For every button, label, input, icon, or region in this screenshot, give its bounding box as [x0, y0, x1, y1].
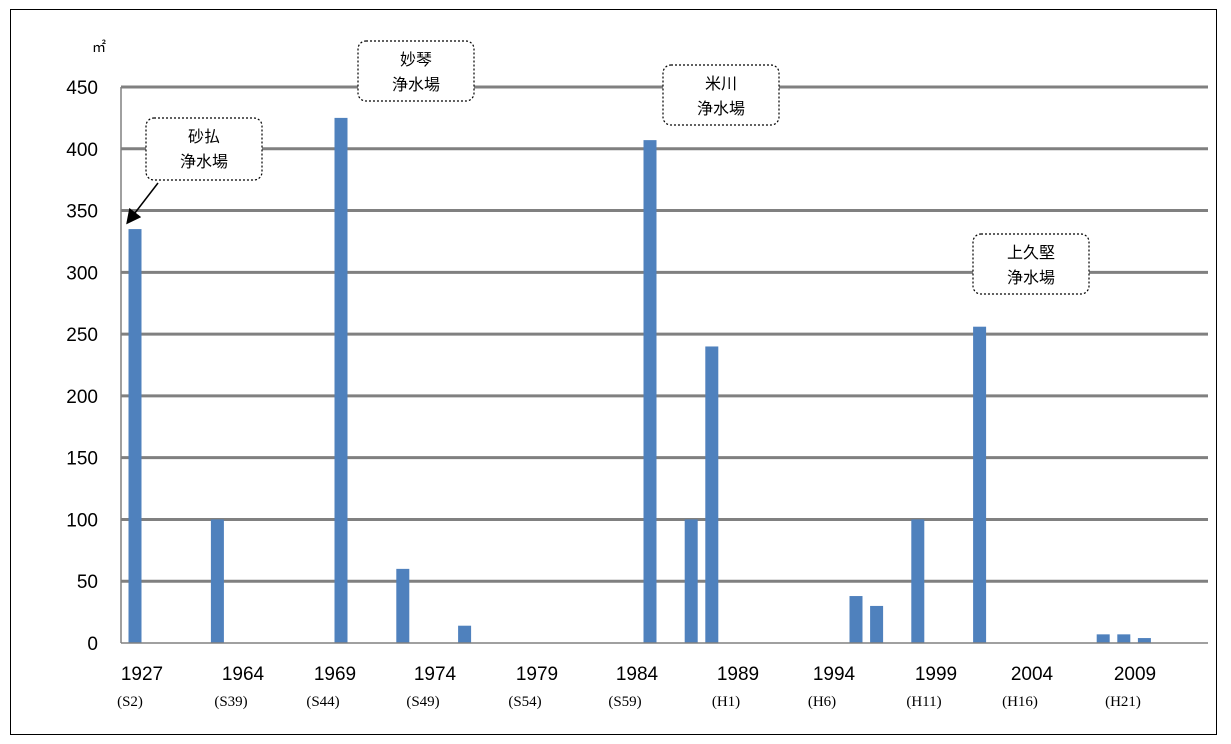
bar: [1117, 634, 1131, 643]
bar: [911, 519, 925, 643]
y-tick-label: 0: [87, 634, 98, 655]
gridlines: [121, 85, 1208, 583]
x-era-label: (H16): [1002, 694, 1038, 710]
y-tick-label: 50: [77, 572, 98, 593]
x-tick-label: 1964: [222, 664, 265, 685]
bar: [210, 519, 224, 643]
y-tick-label: 250: [66, 325, 98, 346]
x-era-label: (H11): [906, 694, 941, 710]
bar: [128, 229, 142, 644]
x-era-label: (S49): [406, 694, 439, 710]
bar: [334, 117, 348, 643]
x-tick-label: 1984: [616, 664, 659, 685]
y-tick-label: 450: [66, 78, 98, 99]
x-era-label: (H21): [1105, 694, 1141, 710]
x-era-label: (H1): [712, 694, 740, 710]
callout-label: 米川: [705, 74, 737, 93]
x-tick-label: 2009: [1114, 664, 1156, 685]
y-tick-label: 100: [66, 510, 98, 531]
bar: [684, 519, 698, 643]
callout-arrow: [126, 182, 159, 225]
bar: [1096, 634, 1110, 643]
bar: [870, 605, 884, 643]
x-tick-label: 1989: [717, 664, 759, 685]
x-era-label: (H6): [808, 694, 836, 710]
bar: [1137, 638, 1151, 643]
y-tick-label: 400: [66, 140, 98, 161]
callout-label: 妙琴: [400, 50, 432, 69]
x-era-label: (S59): [608, 694, 641, 710]
axes: [120, 87, 1208, 644]
bar: [643, 140, 657, 643]
bar: [705, 346, 719, 643]
y-tick-label: 300: [66, 263, 98, 284]
bar: [396, 568, 410, 643]
y-axis-ticks: 0 50 100 150 200 250 300 350 400 450: [66, 78, 98, 655]
callout-label: 浄水場: [392, 75, 440, 94]
bar: [458, 625, 472, 643]
y-tick-label: 200: [66, 387, 98, 408]
x-era-label: (S44): [306, 694, 339, 710]
y-tick-label: 150: [66, 449, 98, 470]
y-tick-label: 350: [66, 202, 98, 223]
callout-label: 浄水場: [1007, 268, 1055, 287]
x-era-label: (S2): [117, 694, 143, 710]
x-tick-label: 1974: [414, 664, 457, 685]
x-axis-labels: 1927 (S2) 1964 (S39) 1969 (S44) 1974 (S49) 1979 (…: [117, 664, 1156, 710]
x-tick-label: 1979: [516, 664, 558, 685]
bar: [973, 326, 987, 643]
bars: [128, 117, 1151, 644]
callout-box: [357, 40, 475, 102]
callout-label: 浄水場: [180, 152, 228, 171]
callout-label: 浄水場: [697, 99, 745, 118]
x-tick-label: 1999: [915, 664, 957, 685]
callout-box: [145, 117, 263, 181]
callout-box: [662, 64, 780, 126]
x-tick-label: 1927: [121, 664, 163, 685]
callout-label: 砂払: [188, 127, 220, 146]
callout-box: [972, 233, 1090, 295]
x-era-label: (S39): [214, 694, 247, 710]
bar: [849, 596, 863, 643]
callout-label: 上久堅: [1007, 243, 1055, 262]
x-era-label: (S54): [508, 694, 541, 710]
x-tick-label: 1969: [314, 664, 356, 685]
x-tick-label: 1994: [813, 664, 856, 685]
y-unit-label: ㎡: [92, 40, 106, 56]
x-tick-label: 2004: [1011, 664, 1054, 685]
